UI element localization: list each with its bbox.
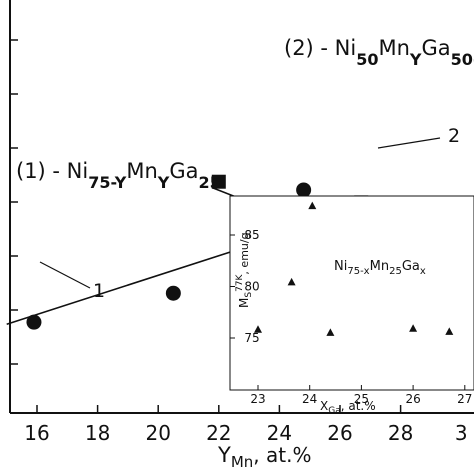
inset-y-tick-label: 75 [244, 331, 259, 345]
circle-marker [296, 182, 312, 198]
callout-1-leader [39, 261, 91, 289]
square-marker [211, 174, 226, 189]
inset-y-tick-label: 80 [244, 280, 259, 294]
circle-marker [26, 314, 42, 330]
inset-y-tick-label: 85 [244, 228, 259, 242]
callout-2-leader [377, 137, 441, 149]
triangle-marker [308, 201, 317, 210]
inset-formula: Ni75-xMn25Gax [334, 259, 426, 277]
main-x-tick-label: 18 [85, 421, 110, 445]
callout-1-number: 1 [93, 280, 105, 302]
inset-frame [229, 195, 474, 391]
main-x-tick-label: 22 [206, 421, 231, 445]
inset-x-tick-label: 27 [457, 392, 472, 406]
inset-x-axis-label: XGa, at.% [320, 399, 376, 416]
series-1-label: (1) - Ni75-YMnYGa25 [16, 159, 221, 192]
inset-markers [254, 201, 454, 336]
triangle-marker [326, 328, 335, 336]
main-x-tick-label: 20 [145, 421, 170, 445]
inset-y-axis-label: MS77K, emu/g [235, 232, 254, 308]
callout-2-number: 2 [448, 125, 460, 147]
main-x-tick-label: 28 [388, 421, 413, 445]
triangle-marker [287, 277, 296, 286]
series-2-label: (2) - Ni50MnYGa50-Y [284, 36, 474, 69]
main-x-ticks: 16 18 20 22 24 26 28 3 [10, 39, 468, 445]
triangle-marker [445, 327, 454, 335]
main-x-tick-label: 16 [24, 421, 49, 445]
inset-x-tick-label: 25 [354, 392, 369, 406]
circle-marker [165, 285, 181, 301]
main-x-axis-label: YMn, at.% [217, 443, 311, 471]
main-x-tick-label: 26 [327, 421, 352, 445]
inset-x-tick-label: 23 [250, 392, 265, 406]
inset-x-tick-label: 26 [405, 392, 420, 406]
triangle-marker [254, 325, 262, 333]
main-x-tick-label: 3 [455, 421, 468, 445]
inset-ticks: 23 24 25 26 27 75 80 85 [230, 228, 472, 406]
main-x-tick-label: 24 [267, 421, 292, 445]
triangle-marker [409, 324, 418, 332]
inset-x-tick-label: 24 [302, 392, 317, 406]
